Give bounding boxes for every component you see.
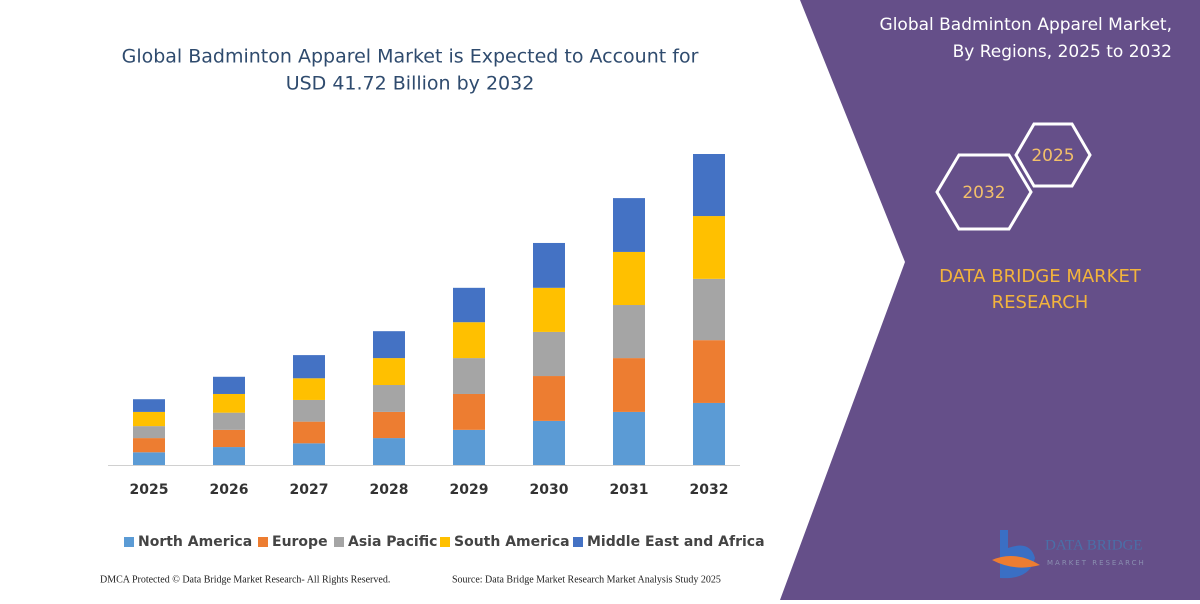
bar-segment (533, 287, 565, 332)
side-panel-bg (780, 0, 1200, 600)
bar-segment (693, 278, 725, 341)
bar-segment (373, 358, 405, 386)
bar-segment (453, 358, 485, 394)
bar-segment (693, 216, 725, 279)
hexagon (1014, 122, 1092, 188)
bar-segment (293, 421, 325, 444)
legend-swatch (440, 537, 450, 547)
hexagon-label: 2032 (962, 183, 1005, 203)
legend-label: South America (454, 534, 570, 550)
bar-segment (133, 438, 165, 453)
bar-segment (613, 251, 645, 306)
bar-segment (213, 412, 245, 430)
bar-segment (693, 154, 725, 217)
hexagon-label: 2025 (1031, 146, 1074, 166)
x-tick-label: 2025 (130, 482, 169, 498)
x-tick-label: 2030 (530, 482, 569, 498)
legend-swatch (573, 537, 583, 547)
brand-text: RESEARCH (992, 292, 1089, 313)
legend-swatch (124, 537, 134, 547)
logo-tagline: MARKET RESEARCH (1047, 559, 1146, 567)
x-tick-label: 2029 (450, 482, 489, 498)
bar-segment (213, 447, 245, 465)
bar-segment (373, 411, 405, 439)
legend-swatch (334, 537, 344, 547)
bar-segment (373, 385, 405, 412)
bar-segment (293, 399, 325, 422)
bar-segment (213, 376, 245, 394)
bar-segment (533, 376, 565, 421)
bar-segment (453, 287, 485, 323)
logo: DATA BRIDGE MARKET RESEARCH (992, 530, 1146, 579)
legend-label: Middle East and Africa (587, 534, 765, 550)
x-tick-label: 2032 (690, 482, 729, 498)
brand-text: DATA BRIDGE MARKET (939, 266, 1142, 287)
bar-segment (213, 429, 245, 448)
bar-segment (213, 393, 245, 413)
legend-swatch (258, 537, 268, 547)
bar-segment (453, 393, 485, 430)
bar-segment (693, 340, 725, 403)
bar-segment (293, 355, 325, 379)
x-tick-label: 2031 (610, 482, 649, 498)
bar-segment (533, 420, 565, 465)
bar-segment (293, 378, 325, 400)
bar-segment (613, 198, 645, 252)
x-tick-label: 2027 (290, 482, 329, 498)
bar-segment (453, 322, 485, 359)
legend-label: North America (138, 534, 252, 550)
bar-segment (373, 331, 405, 359)
bar-segment (133, 411, 165, 427)
bar-segment (293, 443, 325, 465)
logo-name: DATA BRIDGE (1045, 537, 1143, 553)
legend-label: Europe (272, 534, 328, 550)
x-tick-label: 2026 (210, 482, 249, 498)
bar-segment (133, 399, 165, 412)
bar-segment (613, 358, 645, 412)
bar-segment (533, 242, 565, 288)
footer-left: DMCA Protected © Data Bridge Market Rese… (100, 574, 390, 585)
panel-title: Global Badminton Apparel Market, (880, 15, 1172, 35)
bar-segment (693, 402, 725, 465)
footer-right: Source: Data Bridge Market Research Mark… (452, 574, 721, 585)
bar-segment (133, 452, 165, 465)
legend-label: Asia Pacific (348, 534, 437, 550)
bar-segment (613, 411, 645, 465)
bar-segment (133, 426, 165, 439)
bar-segment (613, 305, 645, 359)
bar-segment (453, 429, 485, 465)
chart-title: USD 41.72 Billion by 2032 (286, 73, 535, 95)
chart-title: Global Badminton Apparel Market is Expec… (122, 46, 699, 68)
panel-title: By Regions, 2025 to 2032 (953, 42, 1172, 62)
bar-segment (533, 331, 565, 377)
bar-segment (373, 438, 405, 465)
x-tick-label: 2028 (370, 482, 409, 498)
logo-mark (992, 556, 1040, 568)
hexagon (935, 153, 1033, 231)
